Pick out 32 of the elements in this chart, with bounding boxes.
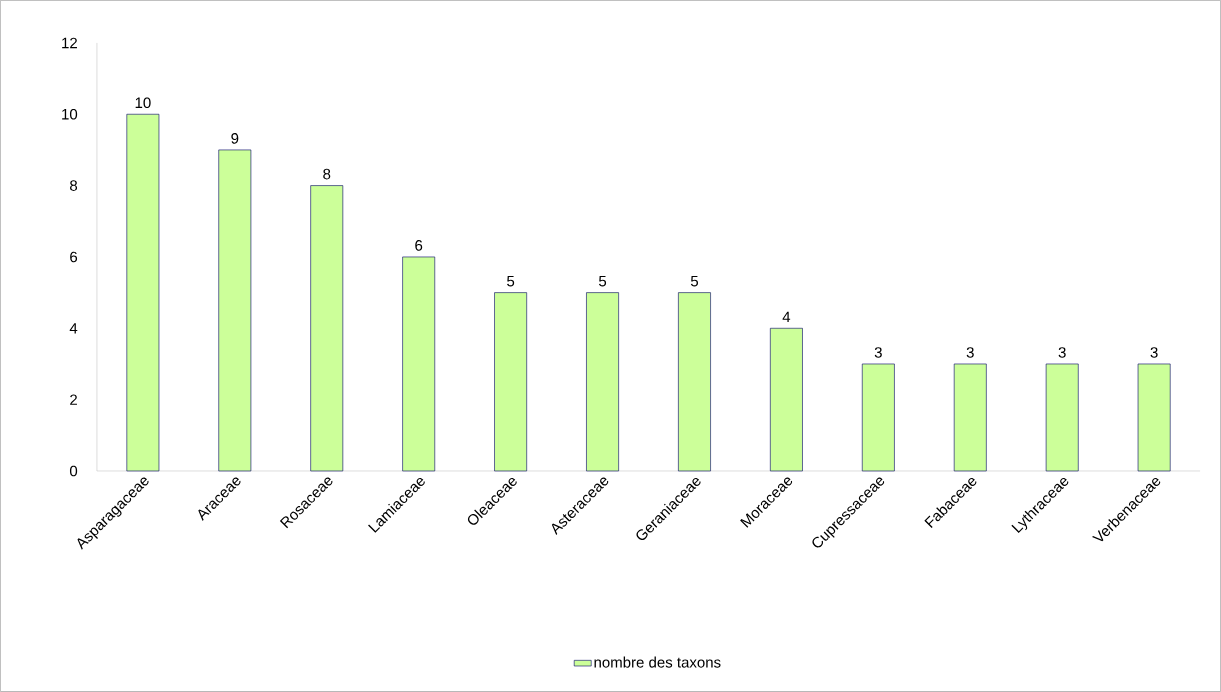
data-label: 10 xyxy=(135,97,151,109)
y-tick-label: 8 xyxy=(70,180,78,191)
y-tick-label: 4 xyxy=(69,323,78,334)
bar xyxy=(861,363,895,472)
bar xyxy=(953,363,987,472)
data-label: 5 xyxy=(598,276,607,287)
data-label: 6 xyxy=(415,240,423,251)
data-label: 3 xyxy=(966,347,974,358)
bar xyxy=(678,292,711,472)
legend-label: nombre des taxons xyxy=(594,656,721,668)
data-label: 5 xyxy=(690,276,699,287)
y-tick-label: 12 xyxy=(62,37,77,49)
data-label: 5 xyxy=(507,276,515,287)
y-tick-label: 6 xyxy=(70,251,78,263)
bar xyxy=(1137,363,1171,472)
bar xyxy=(1045,363,1079,472)
bar xyxy=(770,328,803,472)
bar xyxy=(310,185,344,472)
data-label: 3 xyxy=(1150,347,1158,358)
data-label: 3 xyxy=(1058,347,1066,358)
y-tick-label: 10 xyxy=(62,108,78,120)
bar xyxy=(494,292,527,472)
bar xyxy=(126,113,160,472)
bar xyxy=(218,149,252,472)
y-tick-label: 2 xyxy=(70,394,77,405)
bar xyxy=(402,256,436,472)
y-tick-label: 0 xyxy=(69,465,78,477)
data-label: 3 xyxy=(874,347,882,358)
data-label: 8 xyxy=(323,168,331,180)
bar xyxy=(586,292,619,472)
data-label: 4 xyxy=(782,311,791,323)
data-label: 9 xyxy=(231,133,239,144)
